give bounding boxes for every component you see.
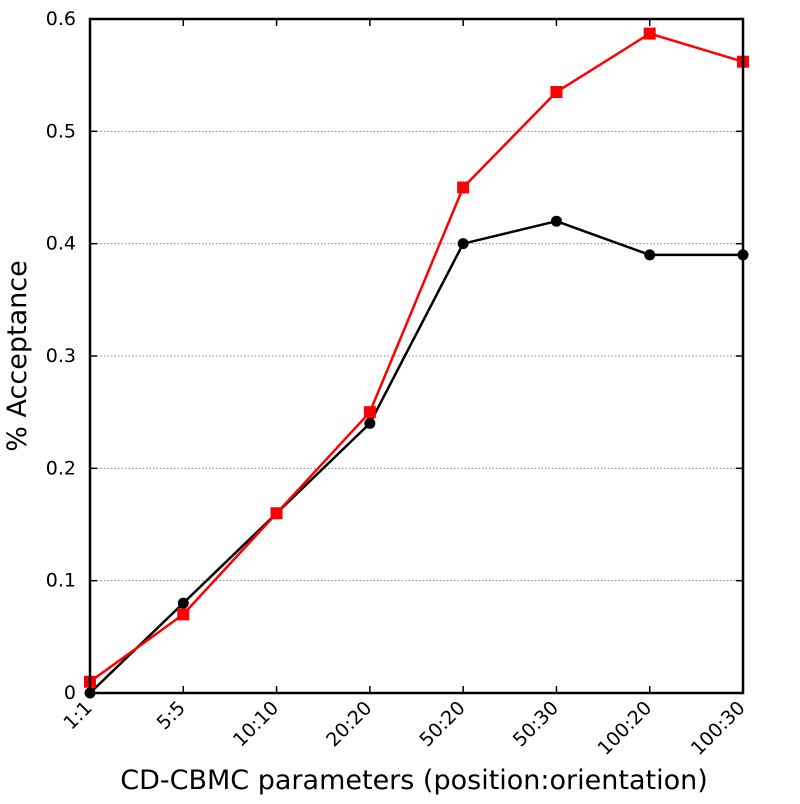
- data-point-square: [550, 86, 563, 99]
- data-point-square: [363, 406, 376, 419]
- data-point-circle: [177, 597, 189, 609]
- y-tick-label: 0.6: [46, 8, 76, 30]
- y-axis-label: % Acceptance: [2, 260, 33, 451]
- data-point-square: [643, 27, 656, 40]
- x-tick-label: 50:30: [509, 697, 563, 751]
- axis-ticks: 00.10.20.30.40.50.61:1 5:5 10:10 20:20 50:20…: [46, 8, 750, 760]
- data-series: [84, 27, 749, 699]
- x-tick-label: 5:5: [153, 697, 190, 734]
- data-point-square: [270, 507, 283, 520]
- data-point-square: [177, 608, 190, 621]
- x-tick-label: 50:20: [415, 697, 469, 751]
- y-tick-label: 0.2: [46, 457, 76, 479]
- series-1: [84, 215, 749, 699]
- series-line: [89, 219, 743, 694]
- data-point-circle: [550, 215, 562, 227]
- x-tick-label: 10:10: [229, 697, 283, 751]
- data-point-circle: [364, 417, 376, 429]
- series-2: [84, 27, 749, 688]
- x-axis-label: CD-CBMC parameters (position:orientation…: [120, 765, 708, 796]
- y-tick-label: 0.4: [46, 233, 76, 255]
- y-tick-label: 0.3: [46, 345, 76, 367]
- data-point-circle: [644, 249, 656, 261]
- y-tick-label: 0.5: [46, 120, 76, 142]
- x-tick-label: 100:30: [687, 697, 750, 760]
- y-tick-label: 0: [64, 682, 76, 704]
- x-tick-label: 20:20: [322, 697, 376, 751]
- data-point-circle: [457, 238, 469, 250]
- y-tick-label: 0.1: [46, 570, 76, 592]
- data-point-square: [457, 181, 470, 194]
- grid-lines: [90, 130, 743, 582]
- x-tick-label: 100:20: [593, 697, 656, 760]
- series-line: [89, 32, 744, 683]
